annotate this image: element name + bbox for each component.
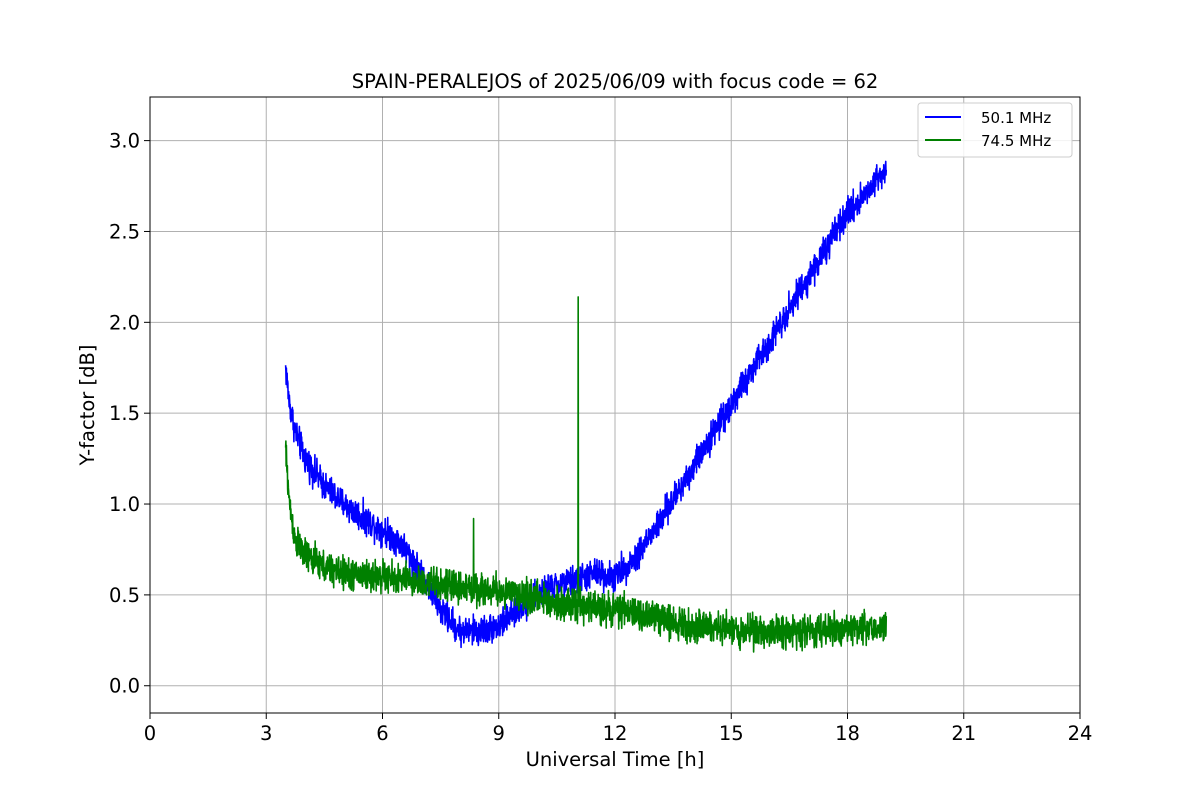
series-line-1: [284, 160, 888, 649]
y-tick-label: 3.0: [109, 130, 140, 153]
y-tick-label: 0.0: [109, 675, 140, 698]
legend-label-series-2: 74.5 MHz: [981, 132, 1051, 150]
x-tick-label: 3: [260, 722, 272, 745]
x-tick-label: 9: [493, 722, 505, 745]
x-axis-label: Universal Time [h]: [526, 748, 705, 771]
series-layer: [284, 160, 888, 653]
x-tick-label: 15: [719, 722, 744, 745]
x-tick-label: 18: [835, 722, 860, 745]
y-tick-label: 0.5: [109, 584, 140, 607]
y-axis-label: Y-factor [dB]: [76, 345, 99, 467]
y-tick-label: 2.0: [109, 311, 140, 334]
y-tick-label: 1.5: [109, 402, 140, 425]
x-tick-label: 6: [376, 722, 388, 745]
x-tick-label: 12: [603, 722, 628, 745]
x-axis-ticks: 0 3 6 9 12 15 18 21 24: [144, 713, 1093, 745]
legend-label-series-1: 50.1 MHz: [981, 109, 1051, 127]
x-tick-label: 0: [144, 722, 156, 745]
legend: 50.1 MHz 74.5 MHz: [917, 102, 1073, 158]
x-tick-label: 24: [1068, 722, 1093, 745]
series-line-2: [284, 296, 888, 653]
y-tick-label: 1.0: [109, 493, 140, 516]
y-tick-label: 2.5: [109, 220, 140, 243]
y-axis-ticks: 0.0 0.5 1.0 1.5 2.0 2.5 3.0: [109, 130, 150, 698]
x-tick-label: 21: [951, 722, 976, 745]
chart-title: SPAIN-PERALEJOS of 2025/06/09 with focus…: [352, 70, 879, 93]
